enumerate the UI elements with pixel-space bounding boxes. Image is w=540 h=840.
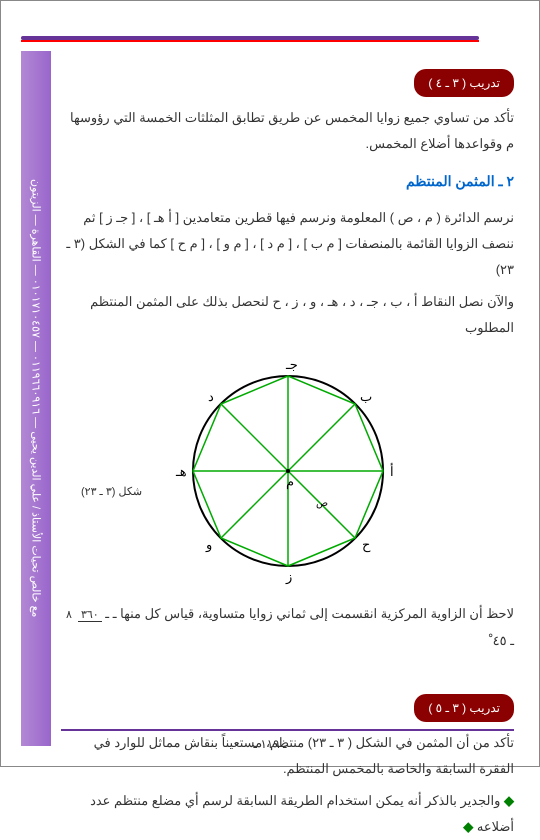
label-top: جـ: [285, 357, 298, 372]
sidebar-credits: مع خالص تحيات الأستاذ / علي الدين يحيى —…: [21, 51, 51, 746]
bottom-border: [61, 729, 514, 731]
label-center: م: [286, 474, 294, 490]
bullet-icon-end: ◆: [463, 819, 473, 834]
center-dot: [286, 469, 290, 473]
exercise2-note: ◆ والجدير بالذكر أنه يمكن استخدام الطريق…: [61, 788, 514, 840]
octagon-svg: جـ ب أ ح ز و هـ د م ص: [168, 351, 408, 591]
label-tr: ب: [360, 389, 372, 404]
figure-label: شكل (٣ ـ ٢٣): [81, 481, 142, 503]
obs-suffix: ـ ٤٥ ْ: [489, 633, 514, 648]
octagon-diagram: شكل (٣ ـ ٢٣) جـ ب أ: [61, 351, 514, 591]
exercise-label-1: تدريب ( ٣ ـ ٤ ): [414, 69, 514, 97]
bullet-icon: ◆: [504, 793, 514, 808]
section2-para2: والآن نصل النقاط أ ، ب ، جـ ، د ، هـ ، و…: [61, 289, 514, 341]
label-l: هـ: [175, 464, 187, 479]
main-content: تدريب ( ٣ ـ ٤ ) تأكد من تساوي جميع زوايا…: [61, 61, 514, 716]
exercise2-text: تأكد من أن المثمن في الشكل ( ٣ ـ ٢٣) منت…: [61, 730, 514, 782]
section2-para1: نرسم الدائرة ( م ، ص ) المعلومة ونرسم في…: [61, 205, 514, 283]
exercise1-text: تأكد من تساوي جميع زوايا المخمس عن طريق …: [61, 105, 514, 157]
label-bl: و: [205, 537, 212, 553]
label-midpoint: ص: [316, 498, 328, 509]
observation: لاحظ أن الزاوية المركزية انقسمت إلى ثمان…: [61, 601, 514, 654]
label-tl: د: [208, 389, 214, 404]
frac-num: ٣٦٠: [78, 609, 102, 622]
section-title: ٢ ـ المثمن المنتظم: [61, 167, 514, 195]
exercise-label-2: تدريب ( ٣ ـ ٥ ): [414, 694, 514, 722]
frac-den: ٨: [63, 609, 75, 621]
label-b: ز: [285, 569, 292, 585]
label-r: أ: [390, 463, 394, 479]
note-text: والجدير بالذكر أنه يمكن استخدام الطريقة …: [90, 793, 514, 834]
label-br: ح: [362, 537, 371, 553]
fraction: ٣٦٠ ٨: [63, 602, 102, 628]
page-number: ـ ١١٩ ـ: [253, 737, 286, 751]
top-border: [21, 36, 479, 40]
obs-prefix: لاحظ أن الزاوية المركزية انقسمت إلى ثمان…: [102, 606, 514, 621]
